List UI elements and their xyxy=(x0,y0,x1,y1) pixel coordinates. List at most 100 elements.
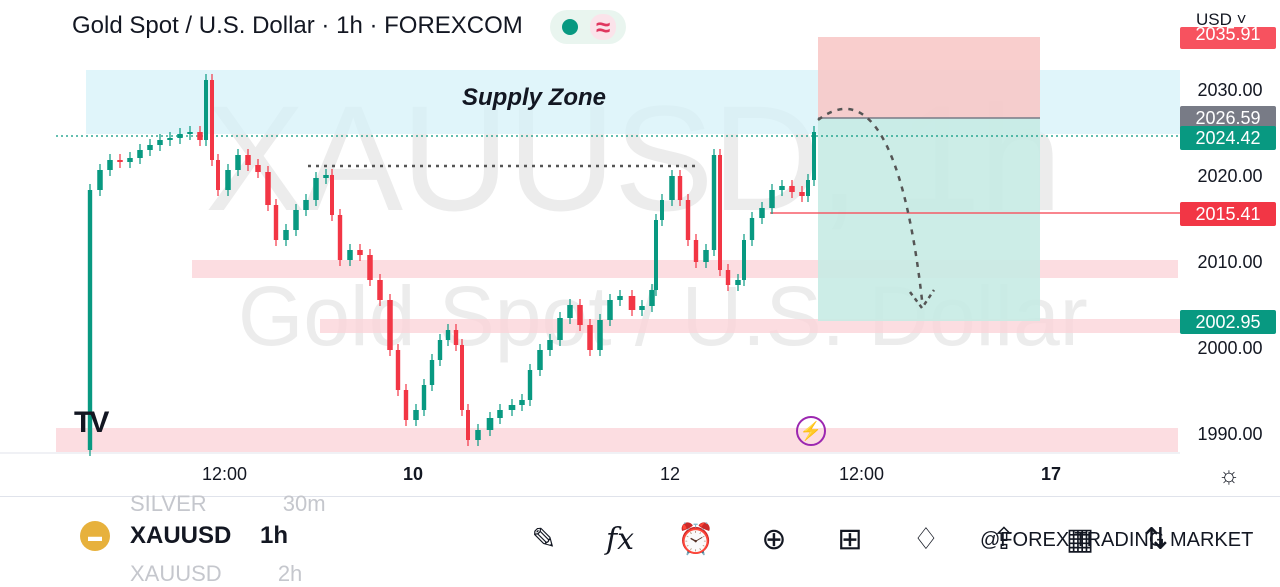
candle-body xyxy=(725,270,731,285)
candle-body xyxy=(685,200,691,240)
price-label-2020: 2020.00 xyxy=(1197,166,1263,186)
candle-body xyxy=(460,345,464,410)
symbol-selector[interactable]: ▬ XAUUSD 1h xyxy=(80,521,288,551)
candle-body xyxy=(567,305,573,318)
candle-body xyxy=(445,330,451,340)
candle-body xyxy=(167,138,173,140)
candle-body xyxy=(429,360,435,385)
candle-body xyxy=(617,296,623,300)
draw-tool-icon[interactable]: ✎ xyxy=(531,522,557,556)
price-chart[interactable] xyxy=(0,0,1280,496)
time-label-1200b: 12:00 xyxy=(839,464,885,484)
candle-body xyxy=(557,318,563,340)
tradingview-logo[interactable]: TV xyxy=(74,406,109,439)
candle-body xyxy=(660,200,664,220)
candle-body xyxy=(157,140,163,145)
wave-icon: ≈ xyxy=(590,14,617,40)
candle-body xyxy=(669,176,675,200)
price-label-2030: 2030.00 xyxy=(1197,80,1263,100)
candle-body xyxy=(117,160,123,162)
candle-body xyxy=(466,410,470,440)
next-symbol[interactable]: XAUUSD 2h xyxy=(130,561,302,587)
market-status[interactable]: ≈ xyxy=(550,10,626,44)
candle-body xyxy=(519,400,525,405)
prev-symbol-name: SILVER xyxy=(130,491,207,516)
candle-body xyxy=(87,190,93,450)
candle-body xyxy=(225,170,231,190)
next-symbol-name: XAUUSD xyxy=(130,561,222,586)
bolt-icon[interactable]: ⚡ xyxy=(796,416,826,446)
candle-body xyxy=(147,145,153,150)
candle-body xyxy=(789,186,795,192)
alert-clock-icon[interactable]: ⏰ xyxy=(677,522,715,556)
candle-body xyxy=(347,250,353,260)
projection-arrowhead xyxy=(909,289,936,311)
candle-body xyxy=(806,180,810,196)
candle-body xyxy=(693,240,699,262)
projection-arrow xyxy=(817,107,924,301)
candle-body xyxy=(537,350,543,370)
candle-body xyxy=(437,340,443,360)
add-icon[interactable]: ⊕ xyxy=(761,522,787,556)
candle-body xyxy=(367,255,373,280)
target-price-badge: 2035.91 xyxy=(1180,27,1276,49)
indicators-icon[interactable]: fx xyxy=(605,521,635,557)
chart-title[interactable]: Gold Spot / U.S. Dollar · 1h · FOREXCOM xyxy=(72,12,523,39)
prev-symbol[interactable]: SILVER 30m xyxy=(130,491,326,517)
timeframe[interactable]: 1h xyxy=(260,522,289,549)
candle-body xyxy=(197,132,203,140)
candle-body xyxy=(508,405,516,410)
chart-area[interactable]: XAUUSD, 1h Gold Spot / U.S. Dollar Gold … xyxy=(0,0,1280,496)
candle-body xyxy=(577,305,583,325)
candle-body xyxy=(107,160,113,170)
candle-body xyxy=(216,160,220,190)
candle-body xyxy=(187,132,193,134)
support-zone xyxy=(320,319,1180,333)
candle-body xyxy=(597,320,603,350)
candle-body xyxy=(628,296,636,310)
candle-body xyxy=(313,178,319,200)
candle-body xyxy=(742,240,746,280)
calendar-icon[interactable]: ▦ xyxy=(1065,522,1095,556)
currency-select[interactable]: USD ˅ xyxy=(1196,10,1247,29)
position-stop-area xyxy=(818,37,1040,118)
time-label-17: 17 xyxy=(1041,464,1062,484)
candle-body xyxy=(330,175,334,215)
time-label-1200: 12:00 xyxy=(202,464,248,484)
layouts-icon[interactable]: ⊞ xyxy=(837,522,863,556)
candle-body xyxy=(177,134,183,138)
market-open-icon xyxy=(562,19,578,35)
candle-body xyxy=(759,208,765,218)
candle-body xyxy=(273,205,279,240)
price-label-2000: 2000.00 xyxy=(1197,338,1263,358)
candle-body xyxy=(210,80,214,160)
price-label-2010: 2010.00 xyxy=(1197,252,1263,272)
next-symbol-tf: 2h xyxy=(277,561,303,586)
ideas-bulb-icon[interactable]: ♢ xyxy=(912,522,940,556)
candle-body xyxy=(377,280,383,300)
candle-body xyxy=(337,215,343,260)
candle-body xyxy=(204,80,208,140)
candle-body xyxy=(245,155,251,165)
candle-body xyxy=(812,132,816,180)
candle-body xyxy=(137,150,143,158)
candle-body xyxy=(293,210,299,230)
candle-body xyxy=(703,250,709,262)
candle-body xyxy=(283,230,289,240)
compare-icon[interactable]: ⇅ xyxy=(1143,522,1169,556)
candle-body xyxy=(749,218,755,240)
candle-body xyxy=(711,155,717,250)
share-icon[interactable]: ⇪ xyxy=(991,522,1017,556)
candle-body xyxy=(547,340,553,350)
candle-body xyxy=(127,158,133,162)
current-price-badge: 2024.42 xyxy=(1180,126,1276,150)
candle-body xyxy=(413,410,419,420)
candle-body xyxy=(769,190,775,208)
candle-body xyxy=(475,430,481,440)
settings-icon[interactable]: ☼ xyxy=(1218,462,1240,489)
candle-body xyxy=(421,385,427,410)
candle-body xyxy=(497,410,503,418)
candle-body xyxy=(654,220,658,290)
candle-body xyxy=(395,350,401,390)
candle-body xyxy=(303,200,309,210)
